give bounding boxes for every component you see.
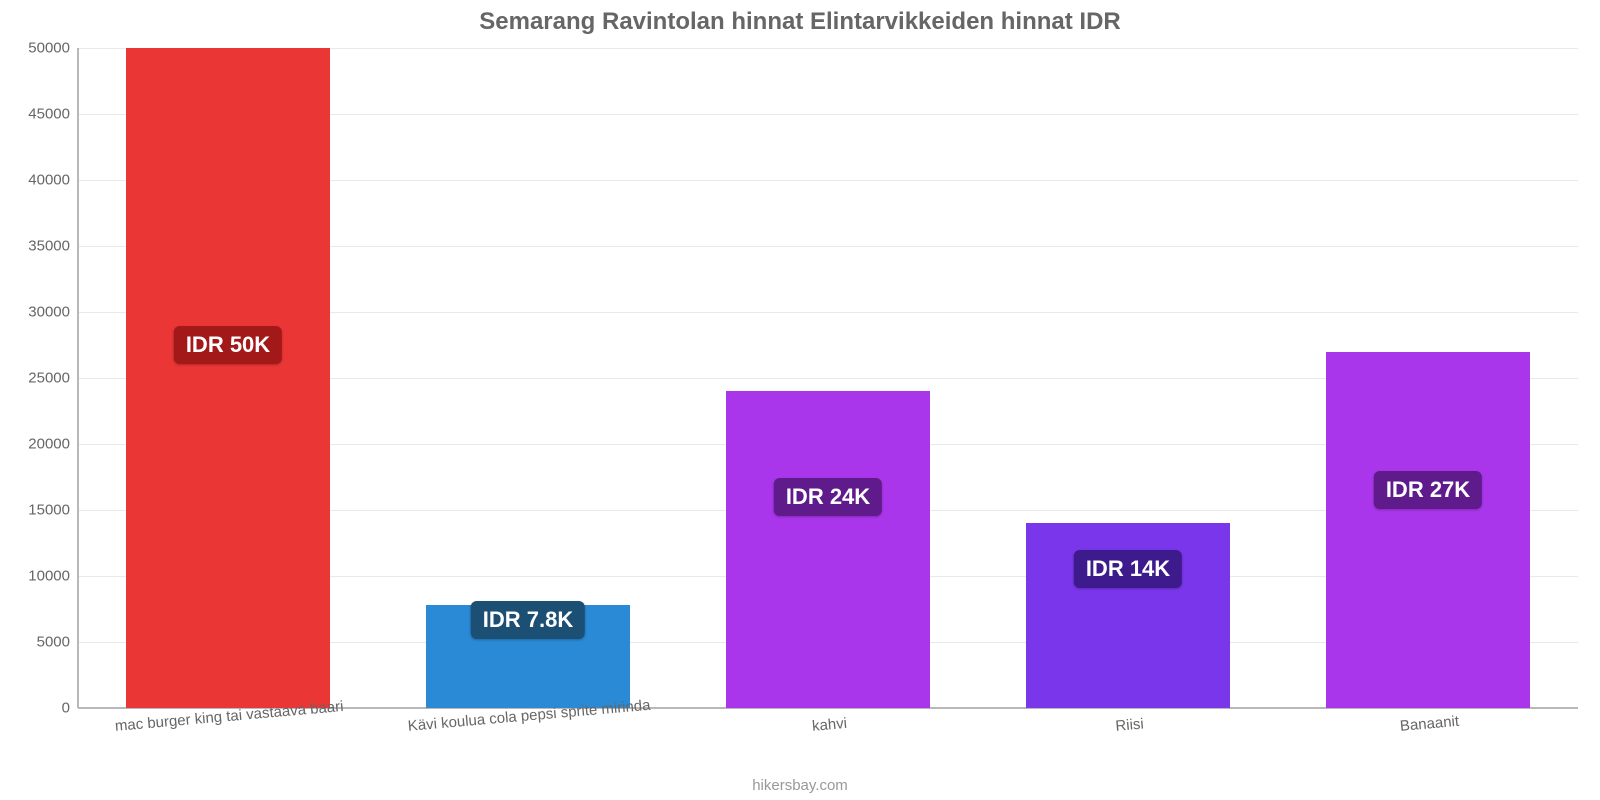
plot-area: 0500010000150002000025000300003500040000… — [78, 48, 1578, 708]
y-tick-label: 5000 — [37, 634, 78, 651]
x-tick-label: kahvi — [810, 705, 847, 735]
chart-footer: hikersbay.com — [0, 777, 1600, 794]
y-tick-label: 0 — [62, 700, 78, 717]
value-badge: IDR 50K — [174, 326, 282, 364]
value-badge: IDR 27K — [1374, 471, 1482, 509]
x-tick-label: Riisi — [1114, 706, 1145, 735]
y-tick-label: 25000 — [28, 370, 78, 387]
value-badge: IDR 24K — [774, 478, 882, 516]
y-tick-label: 35000 — [28, 238, 78, 255]
y-tick-label: 45000 — [28, 106, 78, 123]
y-tick-label: 10000 — [28, 568, 78, 585]
bar — [726, 391, 930, 708]
y-tick-label: 20000 — [28, 436, 78, 453]
y-tick-label: 30000 — [28, 304, 78, 321]
value-badge: IDR 14K — [1074, 550, 1182, 588]
y-axis — [77, 48, 79, 708]
x-tick-label: Banaanit — [1398, 703, 1459, 735]
y-tick-label: 50000 — [28, 40, 78, 57]
bar — [126, 48, 330, 708]
value-badge: IDR 7.8K — [471, 601, 585, 639]
chart-title: Semarang Ravintolan hinnat Elintarvikkei… — [0, 8, 1600, 36]
price-bar-chart: Semarang Ravintolan hinnat Elintarvikkei… — [0, 0, 1600, 800]
y-tick-label: 15000 — [28, 502, 78, 519]
y-tick-label: 40000 — [28, 172, 78, 189]
bar — [1326, 352, 1530, 708]
